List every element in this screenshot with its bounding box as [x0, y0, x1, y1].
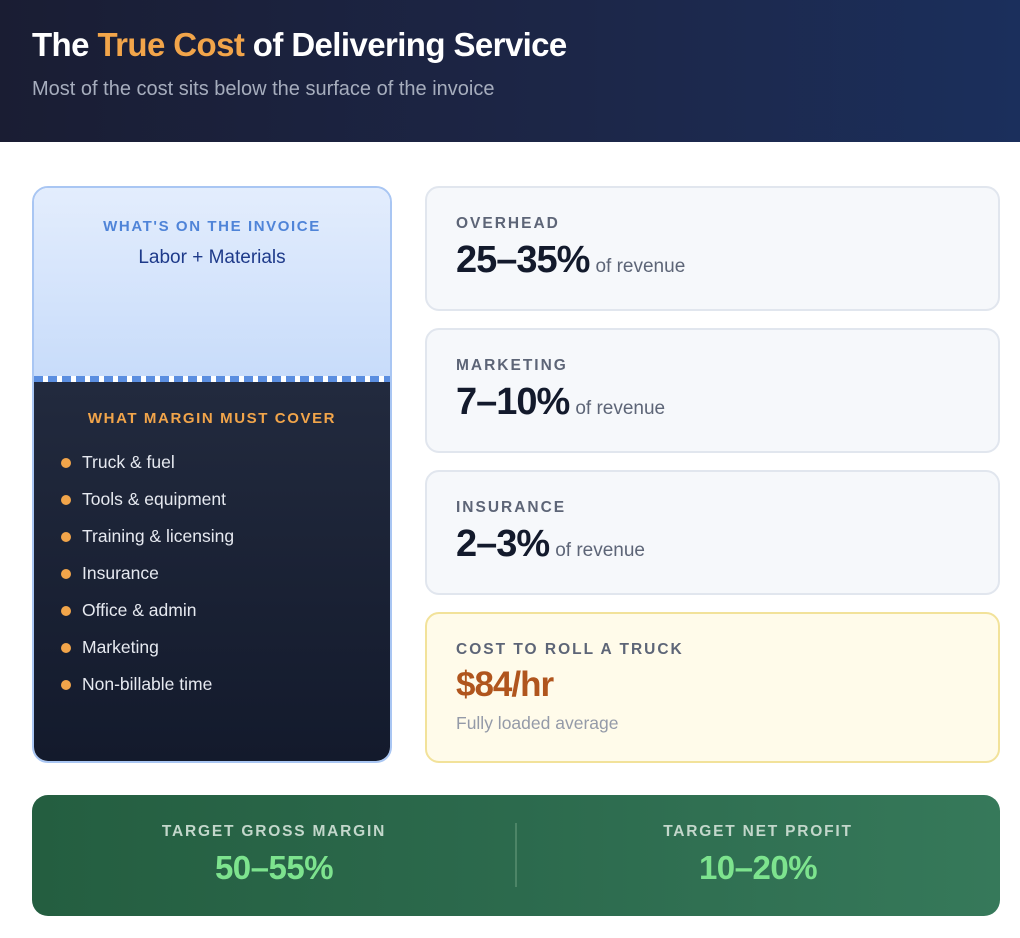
stat-line: 25–35% of revenue	[456, 239, 998, 282]
net-profit-target: TARGET NET PROFIT 10–20%	[516, 823, 1000, 887]
list-item: Training & licensing	[58, 525, 390, 562]
targets-divider	[515, 823, 517, 887]
list-item-label: Office & admin	[82, 600, 197, 620]
gross-margin-value: 50–55%	[214, 849, 334, 886]
title-accent: True Cost	[97, 26, 245, 63]
title-prefix: The	[32, 26, 98, 63]
stat-value: 7–10%	[456, 381, 570, 423]
bullet-icon	[61, 569, 71, 579]
iceberg-panel: WHAT'S ON THE INVOICE Labor + Materials …	[32, 186, 392, 763]
stat-value: 25–35%	[456, 239, 590, 281]
page-subtitle: Most of the cost sits below the surface …	[32, 78, 495, 100]
invoice-label: WHAT'S ON THE INVOICE	[103, 218, 321, 235]
list-item: Marketing	[58, 636, 390, 673]
margin-section: WHAT MARGIN MUST COVER Truck & fuel Tool…	[34, 382, 390, 761]
gross-margin-target: TARGET GROSS MARGIN 50–55%	[32, 823, 516, 887]
list-item: Office & admin	[58, 599, 390, 636]
invoice-value: Labor + Materials	[138, 247, 286, 268]
list-item-label: Insurance	[82, 563, 159, 583]
bullet-icon	[61, 643, 71, 653]
list-item-label: Tools & equipment	[82, 489, 226, 509]
list-item-label: Truck & fuel	[82, 452, 175, 472]
bullet-icon	[61, 458, 71, 468]
stat-line: 2–3% of revenue	[456, 523, 998, 566]
list-item: Non-billable time	[58, 673, 390, 710]
overhead-card: OVERHEAD 25–35% of revenue	[425, 186, 1000, 311]
truck-cost-line: $84/hr	[456, 665, 998, 705]
header: The True Cost of Delivering Service Most…	[0, 0, 1020, 142]
list-item: Insurance	[58, 562, 390, 599]
list-item-label: Non-billable time	[82, 674, 213, 694]
list-item: Truck & fuel	[58, 451, 390, 488]
invoice-section: WHAT'S ON THE INVOICE Labor + Materials	[34, 188, 390, 376]
list-item: Tools & equipment	[58, 488, 390, 525]
insurance-card: INSURANCE 2–3% of revenue	[425, 470, 1000, 595]
stat-unit: of revenue	[575, 398, 666, 419]
list-item-label: Training & licensing	[82, 526, 235, 546]
stat-label: MARKETING	[456, 357, 568, 374]
stat-value: 2–3%	[456, 523, 550, 565]
truck-cost-note: Fully loaded average	[456, 713, 619, 733]
list-item-label: Marketing	[82, 637, 159, 657]
stat-label: INSURANCE	[456, 499, 567, 516]
bullet-icon	[61, 680, 71, 690]
page-title: The True Cost of Delivering Service	[32, 26, 988, 64]
bullet-icon	[61, 532, 71, 542]
margin-list: Truck & fuel Tools & equipment Training …	[34, 451, 390, 710]
truck-cost-label: COST TO ROLL A TRUCK	[456, 641, 684, 658]
truck-cost-value: $84/hr	[456, 665, 554, 704]
truck-cost-card: COST TO ROLL A TRUCK $84/hr Fully loaded…	[425, 612, 1000, 763]
title-suffix: of Delivering Service	[244, 26, 567, 63]
stat-unit: of revenue	[595, 256, 686, 277]
margin-label: WHAT MARGIN MUST COVER	[87, 410, 337, 427]
stat-line: 7–10% of revenue	[456, 381, 998, 424]
marketing-card: MARKETING 7–10% of revenue	[425, 328, 1000, 453]
stat-unit: of revenue	[555, 540, 645, 561]
bullet-icon	[61, 495, 71, 505]
net-profit-value: 10–20%	[698, 849, 818, 886]
gross-margin-label: TARGET GROSS MARGIN	[161, 823, 387, 840]
waterline-divider	[34, 376, 390, 382]
targets-bar: TARGET GROSS MARGIN 50–55% TARGET NET PR…	[32, 795, 1000, 916]
net-profit-label: TARGET NET PROFIT	[663, 823, 853, 840]
stat-label: OVERHEAD	[456, 215, 560, 232]
bullet-icon	[61, 606, 71, 616]
